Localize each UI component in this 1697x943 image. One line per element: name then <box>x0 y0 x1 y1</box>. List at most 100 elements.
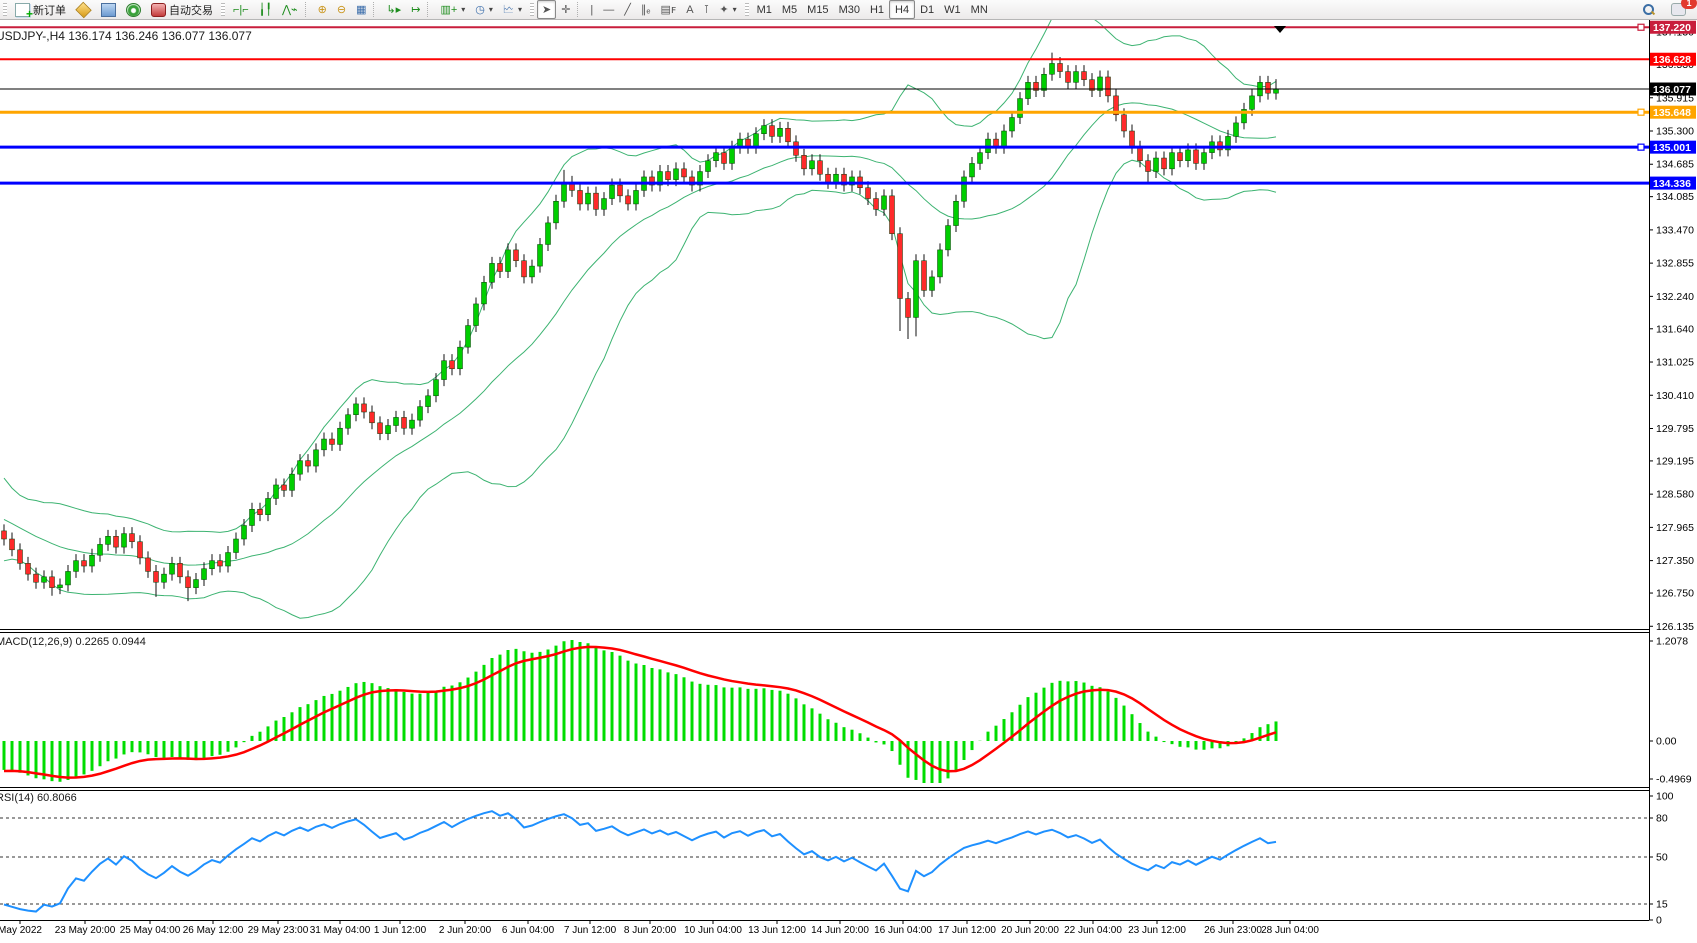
text-label-icon: ⊺ <box>703 3 710 16</box>
svg-text:May 2022: May 2022 <box>0 925 42 936</box>
chevron-down-icon: ▾ <box>488 5 493 14</box>
crosshair-icon: ✛ <box>561 3 571 16</box>
arrows-dropdown[interactable]: ✦ ▾ <box>714 0 741 19</box>
svg-text:136.628: 136.628 <box>1653 54 1691 66</box>
svg-text:134.085: 134.085 <box>1656 191 1694 203</box>
svg-text:135.300: 135.300 <box>1656 126 1694 138</box>
timeframe-button-m15[interactable]: M15 <box>807 3 829 16</box>
price-label-135.001: 135.001 <box>1650 140 1696 154</box>
svg-text:137.220: 137.220 <box>1653 22 1691 34</box>
price-label-135.648: 135.648 <box>1650 105 1696 119</box>
svg-text:50: 50 <box>1656 852 1668 864</box>
auto-scroll-icon: ↳▸ <box>386 3 402 16</box>
toolbox-icon <box>75 1 92 18</box>
macd-label: MACD(12,26,9) 0.2265 0.0944 <box>0 636 146 648</box>
cursor-icon: ➤ <box>541 3 552 16</box>
svg-text:134.336: 134.336 <box>1653 178 1691 190</box>
toolbox-button[interactable] <box>71 0 96 19</box>
svg-text:126.135: 126.135 <box>1656 621 1694 633</box>
bar-chart-button[interactable]: ⌐|⌐ <box>228 0 254 19</box>
svg-text:134.685: 134.685 <box>1656 159 1694 171</box>
svg-text:20 Jun 20:00: 20 Jun 20:00 <box>1001 925 1059 936</box>
bollinger-bands <box>3 19 1277 619</box>
arrows-icon: ✦ <box>719 3 729 16</box>
notifications-button[interactable]: 1 <box>1666 0 1697 19</box>
new-chart-icon: ▥+ <box>440 3 458 16</box>
candlestick-icon: ╽╿ <box>258 3 272 16</box>
svg-text:135.001: 135.001 <box>1653 142 1691 154</box>
timeframe-button-d1[interactable]: D1 <box>920 3 935 16</box>
time-axis[interactable]: May 2022 23 May 20:00 25 May 04:00 26 May 1… <box>0 920 1319 936</box>
timeframe-button-h4[interactable]: H4 <box>889 0 916 19</box>
svg-text:-0.4969: -0.4969 <box>1656 774 1692 786</box>
tile-windows-button[interactable]: ▦ <box>351 0 371 19</box>
last-bar-marker-icon <box>1274 26 1286 33</box>
chart-title: USDJPY-,H4 136.174 136.246 136.077 136.0… <box>0 29 252 43</box>
timeframe-button-w1[interactable]: W1 <box>944 3 961 16</box>
tile-windows-icon: ▦ <box>356 3 367 16</box>
autotrading-button[interactable]: 自动交易 <box>146 0 218 19</box>
zoom-out-icon: ⊖ <box>336 3 347 16</box>
chart-shift-icon: ↦ <box>411 3 421 16</box>
price-label-136.077: 136.077 <box>1650 82 1696 96</box>
text-button[interactable]: A <box>681 0 698 19</box>
zoom-in-button[interactable]: ⊕ <box>313 0 332 19</box>
crosshair-button[interactable]: ✛ <box>556 0 575 19</box>
auto-scroll-button[interactable]: ↳▸ <box>381 0 406 19</box>
vertical-line-button[interactable]: | <box>585 0 598 19</box>
macd-panel[interactable] <box>2 640 1278 783</box>
autotrading-icon <box>151 2 166 17</box>
svg-text:129.795: 129.795 <box>1656 423 1694 435</box>
chart-shift-button[interactable]: ↦ <box>406 0 425 19</box>
svg-text:14 Jun 20:00: 14 Jun 20:00 <box>811 925 869 936</box>
profiles-dropdown[interactable]: ◷ ▾ <box>470 0 498 19</box>
templates-dropdown[interactable]: 🗠 ▾ <box>498 0 527 19</box>
signals-button[interactable] <box>121 0 146 19</box>
svg-text:23 Jun 12:00: 23 Jun 12:00 <box>1128 925 1186 936</box>
trendline-button[interactable]: ╱ <box>619 0 636 19</box>
horizontal-line-button[interactable]: — <box>598 0 619 19</box>
svg-text:127.965: 127.965 <box>1656 522 1694 534</box>
timeframe-button-mn[interactable]: MN <box>970 3 988 16</box>
timeframe-toolbar: M1 M5 M15 M30 H1 H4 D1 W1 MN <box>752 0 993 19</box>
timeframe-button-m30[interactable]: M30 <box>838 3 860 16</box>
svg-text:131.025: 131.025 <box>1656 357 1694 369</box>
line-chart-button[interactable]: ⋀⌁ <box>277 0 303 19</box>
chevron-down-icon: ▾ <box>732 5 737 14</box>
bar-chart-icon: ⌐|⌐ <box>233 3 249 16</box>
timeframe-button-m5[interactable]: M5 <box>781 3 798 16</box>
svg-text:31 May 04:00: 31 May 04:00 <box>310 925 371 936</box>
market-watch-button[interactable] <box>96 0 121 19</box>
search-icon <box>1643 3 1655 16</box>
svg-text:7 Jun 12:00: 7 Jun 12:00 <box>564 925 617 936</box>
cursor-button[interactable]: ➤ <box>536 0 557 19</box>
horizontal-line-icon: — <box>603 3 615 16</box>
rsi-panel[interactable] <box>0 810 1649 913</box>
price-axis[interactable]: 137.130136.530135.915135.300134.685134.0… <box>1649 20 1696 927</box>
fibonacci-button[interactable]: ▤ꜰ <box>655 0 681 19</box>
svg-text:131.640: 131.640 <box>1656 323 1694 335</box>
timeframe-button-m1[interactable]: M1 <box>756 3 772 16</box>
text-label-button[interactable]: ⊺ <box>699 0 715 19</box>
svg-text:10 Jun 04:00: 10 Jun 04:00 <box>684 925 742 936</box>
timeframe-button-h1[interactable]: H1 <box>869 3 885 16</box>
zoom-out-button[interactable]: ⊖ <box>332 0 351 19</box>
svg-text:126.750: 126.750 <box>1656 588 1694 600</box>
equidistant-channel-button[interactable]: ∥ₑ <box>636 0 656 19</box>
new-chart-dropdown[interactable]: ▥+ ▾ <box>435 0 470 19</box>
svg-text:129.195: 129.195 <box>1656 455 1694 467</box>
signal-icon <box>126 2 141 17</box>
horizontal-level-lines[interactable] <box>0 23 1649 185</box>
svg-text:1 Jun 12:00: 1 Jun 12:00 <box>374 925 427 936</box>
svg-text:100: 100 <box>1656 791 1674 803</box>
svg-text:6 Jun 04:00: 6 Jun 04:00 <box>502 925 555 936</box>
svg-text:136.077: 136.077 <box>1653 84 1691 96</box>
candlestick-chart-button[interactable]: ╽╿ <box>254 0 277 19</box>
search-button[interactable] <box>1638 0 1660 19</box>
new-order-button[interactable]: 新订单 <box>10 0 71 21</box>
new-order-label: 新订单 <box>33 4 66 17</box>
svg-text:23 May 20:00: 23 May 20:00 <box>55 925 116 936</box>
svg-text:RSI(14) 60.8066: RSI(14) 60.8066 <box>0 792 77 804</box>
